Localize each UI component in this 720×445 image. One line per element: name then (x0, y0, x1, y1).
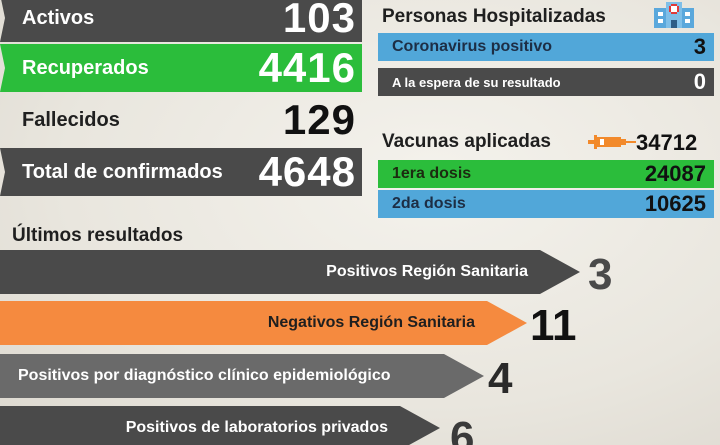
resultado-arrow-3: Positivos de laboratorios privados (0, 406, 440, 445)
stat-fallecidos-label: Fallecidos (22, 108, 120, 131)
stat-recuperados-value: 4416 (258, 44, 356, 91)
hosp-positivo-bar: Coronavirus positivo 3 (378, 33, 714, 61)
resultado-label-1: Negativos Región Sanitaria (267, 314, 475, 331)
stat-activos: Activos 103 (0, 0, 362, 42)
resultado-label-2: Positivos por diagnóstico clínico epidem… (18, 367, 391, 384)
resultado-value-0: 3 (588, 250, 613, 299)
vacunas-primera-bar: 1era dosis 24087 (378, 160, 714, 188)
resultado-label-0: Positivos Región Sanitaria (326, 263, 528, 280)
resultado-arrow-1: Negativos Región Sanitaria (0, 301, 527, 345)
vacunas-total: 34712 (636, 130, 698, 155)
stat-confirmados-value: 4648 (258, 148, 356, 195)
stat-confirmados: Total de confirmados 4648 (0, 148, 362, 196)
vacunas-segunda-bar: 2da dosis 10625 (378, 190, 714, 218)
hosp-espera-value: 0 (693, 69, 706, 94)
hosp-espera-label: A la espera de su resultado (392, 74, 561, 90)
vacunas-primera-label: 1era dosis (392, 165, 472, 182)
stat-confirmados-label: Total de confirmados (22, 160, 223, 183)
resultado-value-2: 4 (488, 354, 513, 403)
stat-activos-label: Activos (22, 6, 95, 29)
resultado-arrow-0: Positivos Región Sanitaria (0, 250, 580, 294)
resultado-label-3: Positivos de laboratorios privados (125, 419, 388, 436)
resultado-value-1: 11 (530, 301, 577, 350)
vacunas-title: Vacunas aplicadas (382, 131, 551, 152)
stat-fallecidos-value: 129 (282, 96, 356, 143)
stat-recuperados: Recuperados 4416 (0, 44, 362, 92)
hospital-icon (652, 0, 696, 33)
resultado-arrow-2: Positivos por diagnóstico clínico epidem… (0, 354, 484, 398)
vacunas-primera-value: 24087 (644, 161, 706, 186)
vacunas-segunda-value: 10625 (644, 191, 706, 216)
hosp-positivo-label: Coronavirus positivo (392, 38, 553, 55)
stat-fallecidos: Fallecidos 129 (0, 96, 362, 144)
hospitalizadas-title: Personas Hospitalizadas (382, 6, 606, 27)
hosp-positivo-value: 3 (693, 34, 706, 59)
resultados-title: Últimos resultados (12, 225, 184, 246)
vacunas-segunda-label: 2da dosis (392, 195, 466, 212)
stat-activos-value: 103 (282, 0, 356, 41)
hosp-espera-bar: A la espera de su resultado 0 (378, 68, 714, 96)
stat-recuperados-label: Recuperados (22, 56, 149, 79)
resultado-value-3: 6 (450, 413, 475, 445)
syringe-icon (588, 132, 636, 157)
